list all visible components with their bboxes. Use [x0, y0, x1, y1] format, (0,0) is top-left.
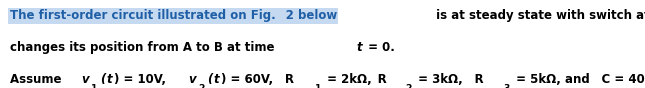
Text: The first-order circuit illustrated on Fig.  2 below: The first-order circuit illustrated on F…: [10, 9, 337, 22]
Text: 1: 1: [92, 84, 98, 88]
Text: = 5kΩ, and  C = 400μF.  .: = 5kΩ, and C = 400μF. .: [512, 73, 645, 86]
Text: (: (: [206, 73, 212, 86]
Text: (: (: [100, 73, 105, 86]
Text: 2: 2: [199, 84, 204, 88]
Text: 2: 2: [406, 84, 412, 88]
Text: Assume: Assume: [10, 73, 65, 86]
Text: ) = 60V,  R: ) = 60V, R: [221, 73, 294, 86]
Text: = 3kΩ,  R: = 3kΩ, R: [414, 73, 484, 86]
Text: = 2kΩ, R: = 2kΩ, R: [323, 73, 387, 86]
Text: 1: 1: [315, 84, 321, 88]
Text: v: v: [188, 73, 196, 86]
Text: v: v: [81, 73, 89, 86]
Text: t: t: [106, 73, 112, 86]
Text: t: t: [356, 41, 362, 54]
Text: = 0.: = 0.: [364, 41, 395, 54]
Text: is at steady state with switch at position A. The switch: is at steady state with switch at positi…: [432, 9, 645, 22]
Text: changes its position from A to B at time: changes its position from A to B at time: [10, 41, 278, 54]
Text: ) = 10V,: ) = 10V,: [114, 73, 172, 86]
Text: 3: 3: [504, 84, 510, 88]
Text: t: t: [213, 73, 219, 86]
